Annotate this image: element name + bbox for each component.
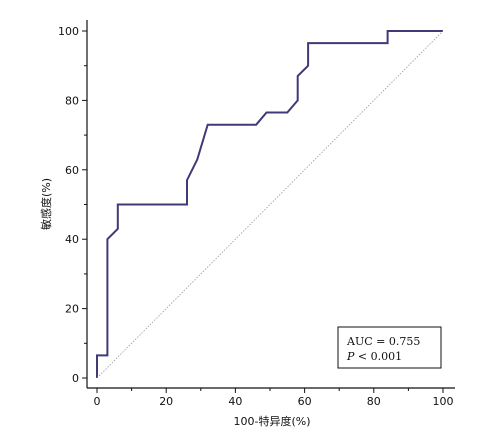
p-value-label: P < 0.001 — [346, 350, 402, 363]
y-tick-label: 40 — [65, 233, 79, 246]
ticks: 0 20 40 60 80 100 0 20 40 60 80 100 — [58, 25, 454, 408]
y-tick-label: 20 — [65, 303, 79, 316]
y-tick-label: 80 — [65, 94, 79, 107]
x-tick-label: 80 — [367, 395, 381, 408]
p-value: < 0.001 — [354, 350, 402, 363]
x-axis-title: 100-特异度(%) — [234, 414, 311, 428]
reference-diagonal-line — [96, 30, 444, 379]
y-axis-title: 敏感度(%) — [39, 178, 53, 230]
auc-legend-box: AUC = 0.755 P < 0.001 — [337, 326, 442, 369]
x-tick-label: 100 — [433, 395, 454, 408]
auc-legend-frame — [337, 326, 442, 369]
p-symbol: P — [346, 350, 355, 363]
y-tick-label: 60 — [65, 164, 79, 177]
x-tick-label: 0 — [94, 395, 101, 408]
y-tick-label: 0 — [72, 372, 79, 385]
auc-label: AUC = 0.755 — [346, 335, 420, 348]
x-tick-label: 60 — [298, 395, 312, 408]
x-tick-label: 20 — [159, 395, 173, 408]
roc-curve — [96, 30, 443, 378]
y-tick-label: 100 — [58, 25, 79, 38]
x-tick-label: 40 — [228, 395, 242, 408]
series-group — [96, 30, 444, 379]
